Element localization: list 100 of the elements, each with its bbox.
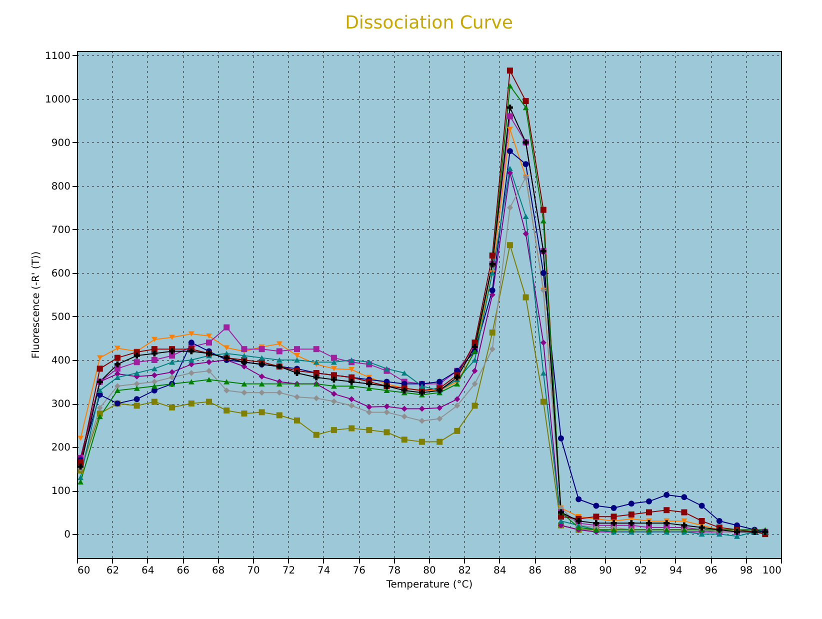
point	[294, 417, 300, 424]
point	[188, 331, 194, 336]
y-tick-label: 200	[51, 442, 70, 454]
x-tick-label: 94	[670, 566, 682, 576]
point	[366, 427, 372, 434]
point	[522, 161, 529, 168]
point	[313, 346, 320, 352]
x-tick-label: 100	[762, 566, 782, 576]
point	[540, 218, 546, 224]
point	[134, 386, 140, 391]
point	[522, 214, 529, 219]
point	[96, 414, 103, 420]
point	[384, 366, 390, 372]
point	[206, 376, 212, 382]
point	[151, 356, 158, 363]
point	[593, 502, 600, 509]
point	[134, 359, 140, 366]
point	[313, 395, 320, 402]
point	[151, 372, 158, 378]
x-tick-label: 72	[282, 566, 296, 576]
point	[206, 340, 212, 346]
point	[540, 398, 546, 405]
point	[522, 104, 529, 110]
point	[151, 350, 158, 356]
point	[224, 324, 230, 330]
point	[610, 514, 617, 520]
x-tick-label: 76	[352, 566, 366, 576]
point	[348, 366, 355, 372]
x-tick-label: 62	[106, 566, 120, 576]
point	[540, 340, 546, 346]
point	[276, 381, 282, 387]
x-tick-label: 74	[318, 566, 330, 576]
point	[489, 252, 496, 259]
x-tick-label: 64	[142, 566, 154, 576]
x-tick-label: 86	[528, 566, 542, 576]
y-tick-label: 500	[51, 312, 70, 323]
point	[664, 520, 670, 526]
point	[418, 390, 425, 396]
y-tick-label: 800	[51, 181, 70, 192]
x-tick-label: 80	[423, 566, 436, 576]
point	[294, 394, 300, 400]
point	[576, 496, 582, 502]
point	[241, 381, 248, 387]
chart-title: Dissociation Curve	[345, 12, 513, 34]
point	[206, 359, 212, 366]
point	[224, 379, 230, 384]
point	[576, 524, 582, 530]
point	[188, 370, 194, 376]
point	[366, 409, 372, 416]
point	[114, 388, 120, 394]
point	[418, 418, 425, 424]
point	[366, 360, 372, 365]
point	[681, 494, 688, 500]
point	[258, 381, 265, 387]
point	[418, 384, 425, 389]
y-axis-title: Fluorescence (-R' (T))	[31, 251, 42, 359]
point	[664, 492, 670, 498]
point	[294, 346, 300, 352]
point	[489, 287, 496, 294]
point	[169, 369, 176, 376]
point	[258, 409, 265, 416]
point	[134, 402, 140, 409]
point	[522, 230, 529, 237]
point	[506, 113, 513, 120]
y-tick-label: 400	[51, 355, 70, 366]
point	[224, 407, 230, 414]
point	[241, 410, 248, 417]
point	[151, 398, 158, 405]
point	[698, 502, 705, 509]
x-tick-label: 98	[740, 566, 753, 576]
point	[96, 366, 103, 372]
point	[401, 370, 408, 376]
x-tick-label: 90	[599, 566, 612, 576]
point	[472, 380, 478, 387]
point	[384, 429, 390, 436]
point	[188, 400, 194, 407]
point	[628, 511, 634, 518]
point	[96, 404, 103, 411]
point	[506, 68, 513, 74]
point	[241, 390, 248, 396]
point	[348, 402, 355, 409]
point	[258, 390, 265, 396]
point	[558, 435, 564, 442]
point	[330, 427, 337, 434]
point	[169, 404, 176, 410]
point	[206, 368, 212, 374]
point	[151, 366, 158, 372]
y-tick-label: 0	[64, 530, 70, 541]
point	[294, 357, 300, 363]
point	[330, 366, 337, 372]
point	[114, 361, 120, 368]
point	[506, 166, 513, 172]
point	[258, 374, 265, 380]
point	[78, 474, 84, 480]
point	[646, 498, 652, 504]
point	[540, 370, 546, 376]
y-tick-label: 600	[51, 268, 70, 280]
point	[506, 104, 513, 111]
point	[188, 379, 194, 384]
point	[506, 83, 513, 88]
